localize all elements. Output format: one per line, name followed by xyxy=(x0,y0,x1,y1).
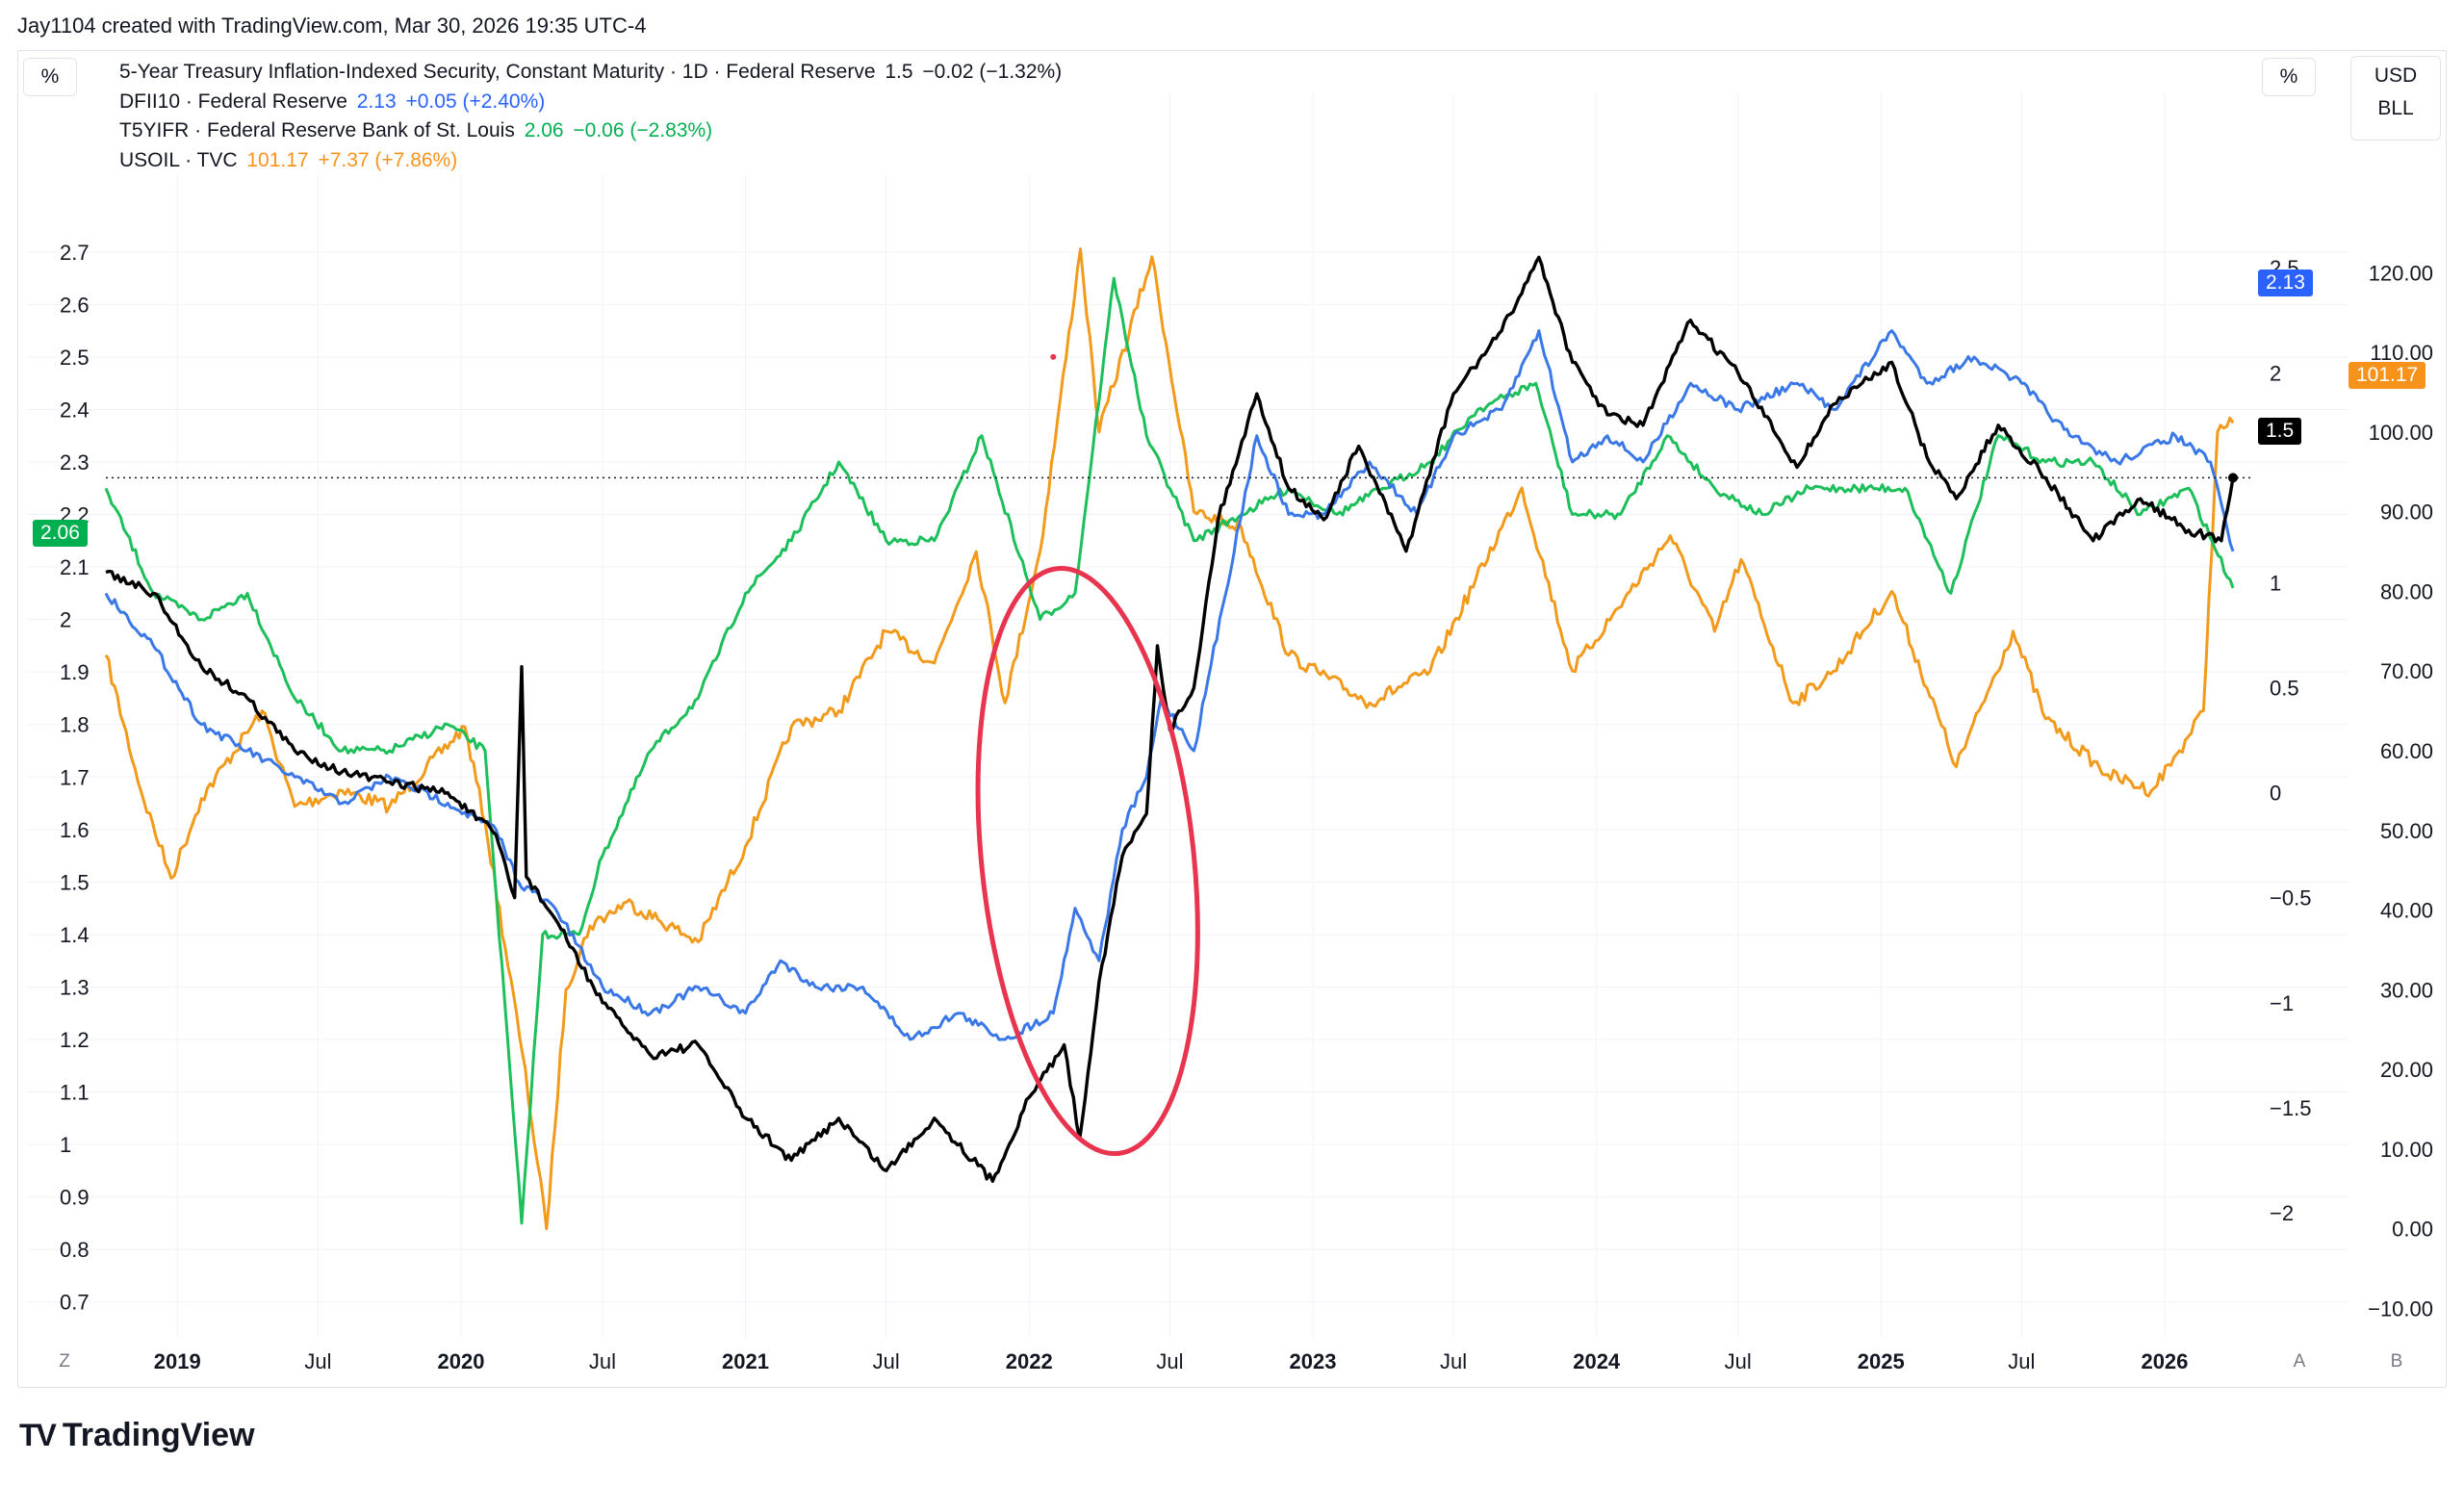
left-axis-tick-label: 2 xyxy=(60,608,71,632)
right-pct-axis-tick-label: 0.5 xyxy=(2270,677,2299,701)
left-axis-tick-label: 1.9 xyxy=(60,660,90,684)
right-usd-axis-tick-label: 0.00 xyxy=(2392,1218,2433,1242)
right-usd-axis-tick-label: 30.00 xyxy=(2380,978,2433,1002)
right-pct-axis-tick-label: −1 xyxy=(2270,991,2294,1015)
left-axis-tick-label: 2.4 xyxy=(60,398,90,422)
legend-symbol: T5YIFR · Federal Reserve Bank of St. Lou… xyxy=(119,119,515,141)
x-axis-tick-label: 2022 xyxy=(1006,1349,1053,1373)
x-axis-tick-label: Jul xyxy=(1440,1349,1467,1373)
x-axis-tick-label: Jul xyxy=(304,1349,331,1373)
left-axis-tick-label: 2.1 xyxy=(60,555,90,579)
tradingview-logo-icon: TV xyxy=(19,1418,57,1452)
right-usd-axis-tick-label: 110.00 xyxy=(2370,341,2433,365)
x-axis-tick-label: 2019 xyxy=(154,1349,201,1373)
right-usd-axis-tick-label: 120.00 xyxy=(2369,261,2433,285)
left-axis-tick-label: 1.1 xyxy=(60,1081,90,1105)
x-axis-tick-label: Jul xyxy=(2008,1349,2035,1373)
attribution-text: Jay1104 created with TradingView.com, Ma… xyxy=(17,13,647,38)
left-axis-tick-label: 0.7 xyxy=(60,1291,90,1315)
x-axis-tick-label: Jul xyxy=(589,1349,616,1373)
x-axis-tick-label: 2020 xyxy=(438,1349,485,1373)
x-axis-tick-label: 2026 xyxy=(2141,1349,2188,1373)
right-pct-axis-tick-label: 2 xyxy=(2270,361,2281,385)
legend-row-tips5[interactable]: 5-Year Treasury Inflation-Indexed Securi… xyxy=(119,58,1065,88)
left-axis-tick-label: 2.3 xyxy=(60,450,90,475)
legend-row-t5yifr[interactable]: T5YIFR · Federal Reserve Bank of St. Lou… xyxy=(119,116,1065,146)
tradingview-logo[interactable]: TV TradingView xyxy=(19,1417,255,1454)
right-usd-axis-tick-label: 60.00 xyxy=(2380,739,2433,763)
legend-row-usoil[interactable]: USOIL · TVC 101.17 +7.37 (+7.86%) xyxy=(119,146,1065,176)
right-usd-axis-tick-label: 50.00 xyxy=(2380,819,2433,843)
right-usd-axis-tick-label: 70.00 xyxy=(2380,659,2433,683)
annotation-ellipse[interactable] xyxy=(952,557,1224,1165)
right-pct-axis-tick-label: 0 xyxy=(2270,782,2281,806)
zoom-reset-button[interactable]: Z xyxy=(59,1351,70,1372)
left-axis-unit-button[interactable]: % xyxy=(23,58,77,96)
x-axis-tick-label: Jul xyxy=(1156,1349,1183,1373)
annotation-dot xyxy=(1050,353,1057,360)
auto-scale-button[interactable]: A xyxy=(2293,1351,2306,1372)
x-axis-tick-label: 2025 xyxy=(1858,1349,1905,1373)
legend-value: 2.06 xyxy=(524,119,564,141)
right-usd-axis-tick-label: 10.00 xyxy=(2380,1138,2433,1162)
x-axis-tick-label: Jul xyxy=(1725,1349,1752,1373)
currency-label: USD xyxy=(2374,64,2418,87)
price-tag-t5yifr: 2.06 xyxy=(33,520,88,547)
legend-change: −0.02 (−1.32%) xyxy=(922,61,1063,83)
tradingview-logo-text: TradingView xyxy=(62,1417,255,1453)
right-pct-axis-tick-label: −1.5 xyxy=(2270,1096,2311,1120)
left-axis-tick-label: 1.8 xyxy=(60,713,90,737)
right-usd-axis-tick-label: 80.00 xyxy=(2380,579,2433,603)
left-axis-tick-label: 2.6 xyxy=(60,293,90,317)
legend-symbol: 5-Year Treasury Inflation-Indexed Securi… xyxy=(119,61,876,83)
left-axis-tick-label: 1.3 xyxy=(60,975,90,999)
left-axis-tick-label: 2.7 xyxy=(60,241,90,265)
right-usd-axis-tick-label: −10.00 xyxy=(2368,1296,2433,1321)
legend-value: 101.17 xyxy=(246,148,309,171)
x-axis-tick-label: Jul xyxy=(873,1349,900,1373)
right-pct-unit-button[interactable]: % xyxy=(2262,58,2316,96)
left-axis-tick-label: 0.9 xyxy=(60,1186,90,1210)
series-line-dfii10[interactable] xyxy=(104,329,2235,1041)
x-axis-tick-label: 2024 xyxy=(1573,1349,1621,1373)
chart-legend: 5-Year Treasury Inflation-Indexed Securi… xyxy=(119,58,1066,176)
right-pct-axis-tick-label: 1 xyxy=(2270,571,2281,595)
left-axis-tick-label: 2.5 xyxy=(60,346,90,370)
right-usd-axis-tick-label: 40.00 xyxy=(2380,899,2433,923)
right-pct-axis-tick-label: −0.5 xyxy=(2270,886,2311,911)
legend-change: +0.05 (+2.40%) xyxy=(405,90,546,113)
price-tag-usoil: 101.17 xyxy=(2348,362,2426,389)
left-axis-tick-label: 1.5 xyxy=(60,870,90,894)
left-axis-tick-label: 1.4 xyxy=(60,923,90,947)
x-axis-tick-label: 2021 xyxy=(722,1349,769,1373)
right-usd-axis-tick-label: 20.00 xyxy=(2380,1058,2433,1082)
left-axis-tick-label: 1.6 xyxy=(60,818,90,842)
series-line-t5yifr[interactable] xyxy=(104,276,2235,1225)
legend-change: +7.37 (+7.86%) xyxy=(318,148,458,171)
legend-symbol: DFII10 · Federal Reserve xyxy=(119,90,347,113)
chart-frame xyxy=(17,50,2447,1388)
price-tag-dfii10: 2.13 xyxy=(2258,269,2313,296)
legend-value: 1.5 xyxy=(885,61,913,83)
x-axis-tick-label: 2023 xyxy=(1289,1349,1336,1373)
legend-value: 2.13 xyxy=(356,90,397,113)
series-line-usoil[interactable] xyxy=(104,247,2235,1231)
left-axis-tick-label: 1 xyxy=(60,1133,71,1157)
b-scale-button[interactable]: B xyxy=(2390,1351,2403,1372)
currency-unit-button[interactable]: USD BLL xyxy=(2350,56,2441,141)
right-usd-axis-tick-label: 100.00 xyxy=(2369,421,2433,445)
right-usd-axis-tick-label: 90.00 xyxy=(2380,500,2433,525)
legend-symbol: USOIL · TVC xyxy=(119,148,238,171)
left-axis-tick-label: 1.7 xyxy=(60,765,90,789)
current-value-dot xyxy=(2228,473,2238,483)
legend-change: −0.06 (−2.83%) xyxy=(573,119,713,141)
legend-row-dfii10[interactable]: DFII10 · Federal Reserve 2.13 +0.05 (+2.… xyxy=(119,88,1065,117)
left-axis-tick-label: 1.2 xyxy=(60,1028,90,1052)
price-tag-tips5: 1.5 xyxy=(2258,418,2302,445)
unit-label: BLL xyxy=(2377,97,2414,119)
left-axis-tick-label: 0.8 xyxy=(60,1238,90,1262)
right-pct-axis-tick-label: −2 xyxy=(2270,1201,2294,1225)
